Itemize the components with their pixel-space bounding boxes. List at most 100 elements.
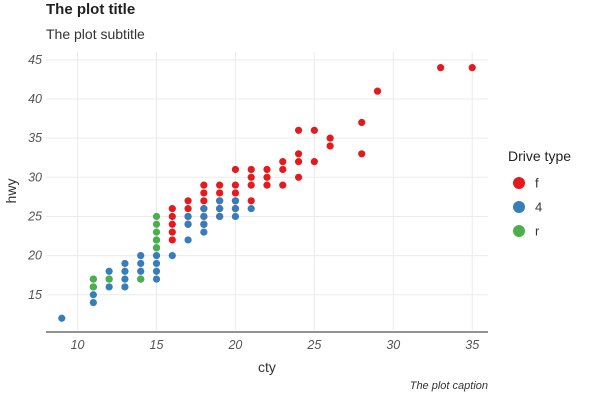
y-tick-label: 45	[28, 53, 42, 67]
y-tick-label: 30	[28, 170, 42, 184]
x-tick-label: 25	[306, 338, 321, 352]
data-point-f	[263, 165, 271, 174]
data-point-f	[263, 181, 271, 189]
data-point-4	[137, 259, 145, 268]
data-point-r	[89, 283, 97, 291]
data-point-f	[279, 165, 287, 174]
data-point-4	[105, 267, 113, 275]
data-point-4	[247, 205, 255, 213]
data-point-4	[105, 283, 113, 291]
data-point-f	[231, 181, 240, 189]
data-point-f	[168, 220, 176, 228]
data-point-f	[200, 189, 208, 197]
grid-lines	[46, 52, 488, 330]
legend-title: Drive type	[508, 148, 571, 164]
chart-title: The plot title	[46, 1, 136, 18]
legend-label-4: 4	[535, 200, 542, 215]
data-point-4	[152, 252, 161, 260]
data-point-f	[373, 87, 382, 95]
data-point-4	[152, 275, 161, 283]
data-point-f	[200, 197, 208, 205]
data-point-f	[326, 142, 334, 150]
data-point-f	[184, 205, 192, 213]
data-point-4	[121, 259, 129, 268]
x-tick-label: 30	[386, 338, 400, 352]
data-point-f	[294, 126, 303, 134]
data-point-4	[137, 267, 145, 275]
chart-subtitle: The plot subtitle	[46, 26, 145, 42]
data-point-f	[310, 126, 318, 134]
data-point-r	[152, 244, 161, 252]
data-point-4	[58, 314, 66, 322]
data-point-f	[247, 181, 255, 189]
data-point-4	[184, 236, 192, 244]
data-point-4	[216, 205, 224, 213]
x-tick-label: 15	[150, 338, 164, 352]
data-point-4	[216, 197, 224, 205]
data-point-f	[326, 134, 334, 142]
x-axis-title: cty	[258, 359, 276, 375]
data-point-f	[216, 181, 224, 189]
data-point-4	[200, 212, 208, 221]
data-points	[58, 64, 476, 322]
data-point-4	[152, 267, 161, 275]
y-tick-label: 40	[28, 92, 42, 106]
data-point-4	[184, 212, 192, 221]
x-tick-label: 35	[465, 338, 479, 352]
data-point-4	[89, 291, 97, 299]
data-point-4	[121, 275, 129, 283]
data-point-f	[247, 165, 255, 174]
legend-key-f	[513, 177, 525, 189]
data-point-f	[358, 150, 366, 158]
data-point-4	[121, 267, 129, 275]
data-point-4	[231, 205, 240, 213]
data-point-4	[137, 252, 145, 260]
legend-label-f: f	[535, 176, 539, 191]
legend-key-r	[513, 225, 525, 237]
x-tick-label: 10	[71, 338, 85, 352]
data-point-f	[247, 173, 255, 181]
chart-caption: The plot caption	[409, 380, 488, 392]
data-point-4	[184, 220, 192, 228]
data-point-f	[294, 158, 303, 166]
data-point-f	[216, 189, 224, 197]
legend: Drive type f 4 r	[508, 148, 571, 239]
data-point-4	[152, 259, 161, 268]
data-point-f	[168, 205, 176, 213]
data-point-f	[247, 197, 255, 205]
data-point-r	[152, 236, 161, 244]
data-point-r	[105, 275, 113, 283]
data-point-f	[231, 165, 240, 174]
data-point-f	[310, 158, 318, 166]
data-point-r	[89, 275, 97, 283]
data-point-4	[200, 220, 208, 228]
data-point-f	[168, 212, 176, 221]
data-point-4	[216, 212, 224, 221]
x-tick-label: 20	[227, 338, 242, 352]
data-point-f	[294, 150, 303, 158]
data-point-f	[468, 64, 476, 72]
y-tick-label: 15	[28, 288, 42, 302]
data-point-f	[168, 236, 176, 244]
data-point-f	[200, 181, 208, 189]
legend-key-4	[513, 201, 525, 213]
data-point-r	[137, 275, 145, 283]
data-point-f	[358, 118, 366, 127]
data-point-f	[279, 158, 287, 166]
data-point-f	[168, 228, 176, 236]
data-point-f	[231, 189, 240, 197]
axes: 10 15 20 25 30 35 15 20 25 30 35 40 45	[27, 53, 488, 352]
data-point-f	[279, 181, 287, 189]
y-tick-label: 25	[27, 209, 42, 223]
y-axis-title: hwy	[3, 179, 19, 204]
data-point-f	[263, 173, 271, 181]
data-point-4	[89, 298, 97, 307]
data-point-4	[168, 252, 176, 260]
y-tick-label: 35	[28, 131, 42, 145]
legend-label-r: r	[535, 224, 540, 239]
data-point-f	[437, 64, 445, 72]
y-tick-label: 20	[27, 249, 42, 263]
data-point-f	[184, 197, 192, 205]
data-point-r	[152, 228, 161, 236]
